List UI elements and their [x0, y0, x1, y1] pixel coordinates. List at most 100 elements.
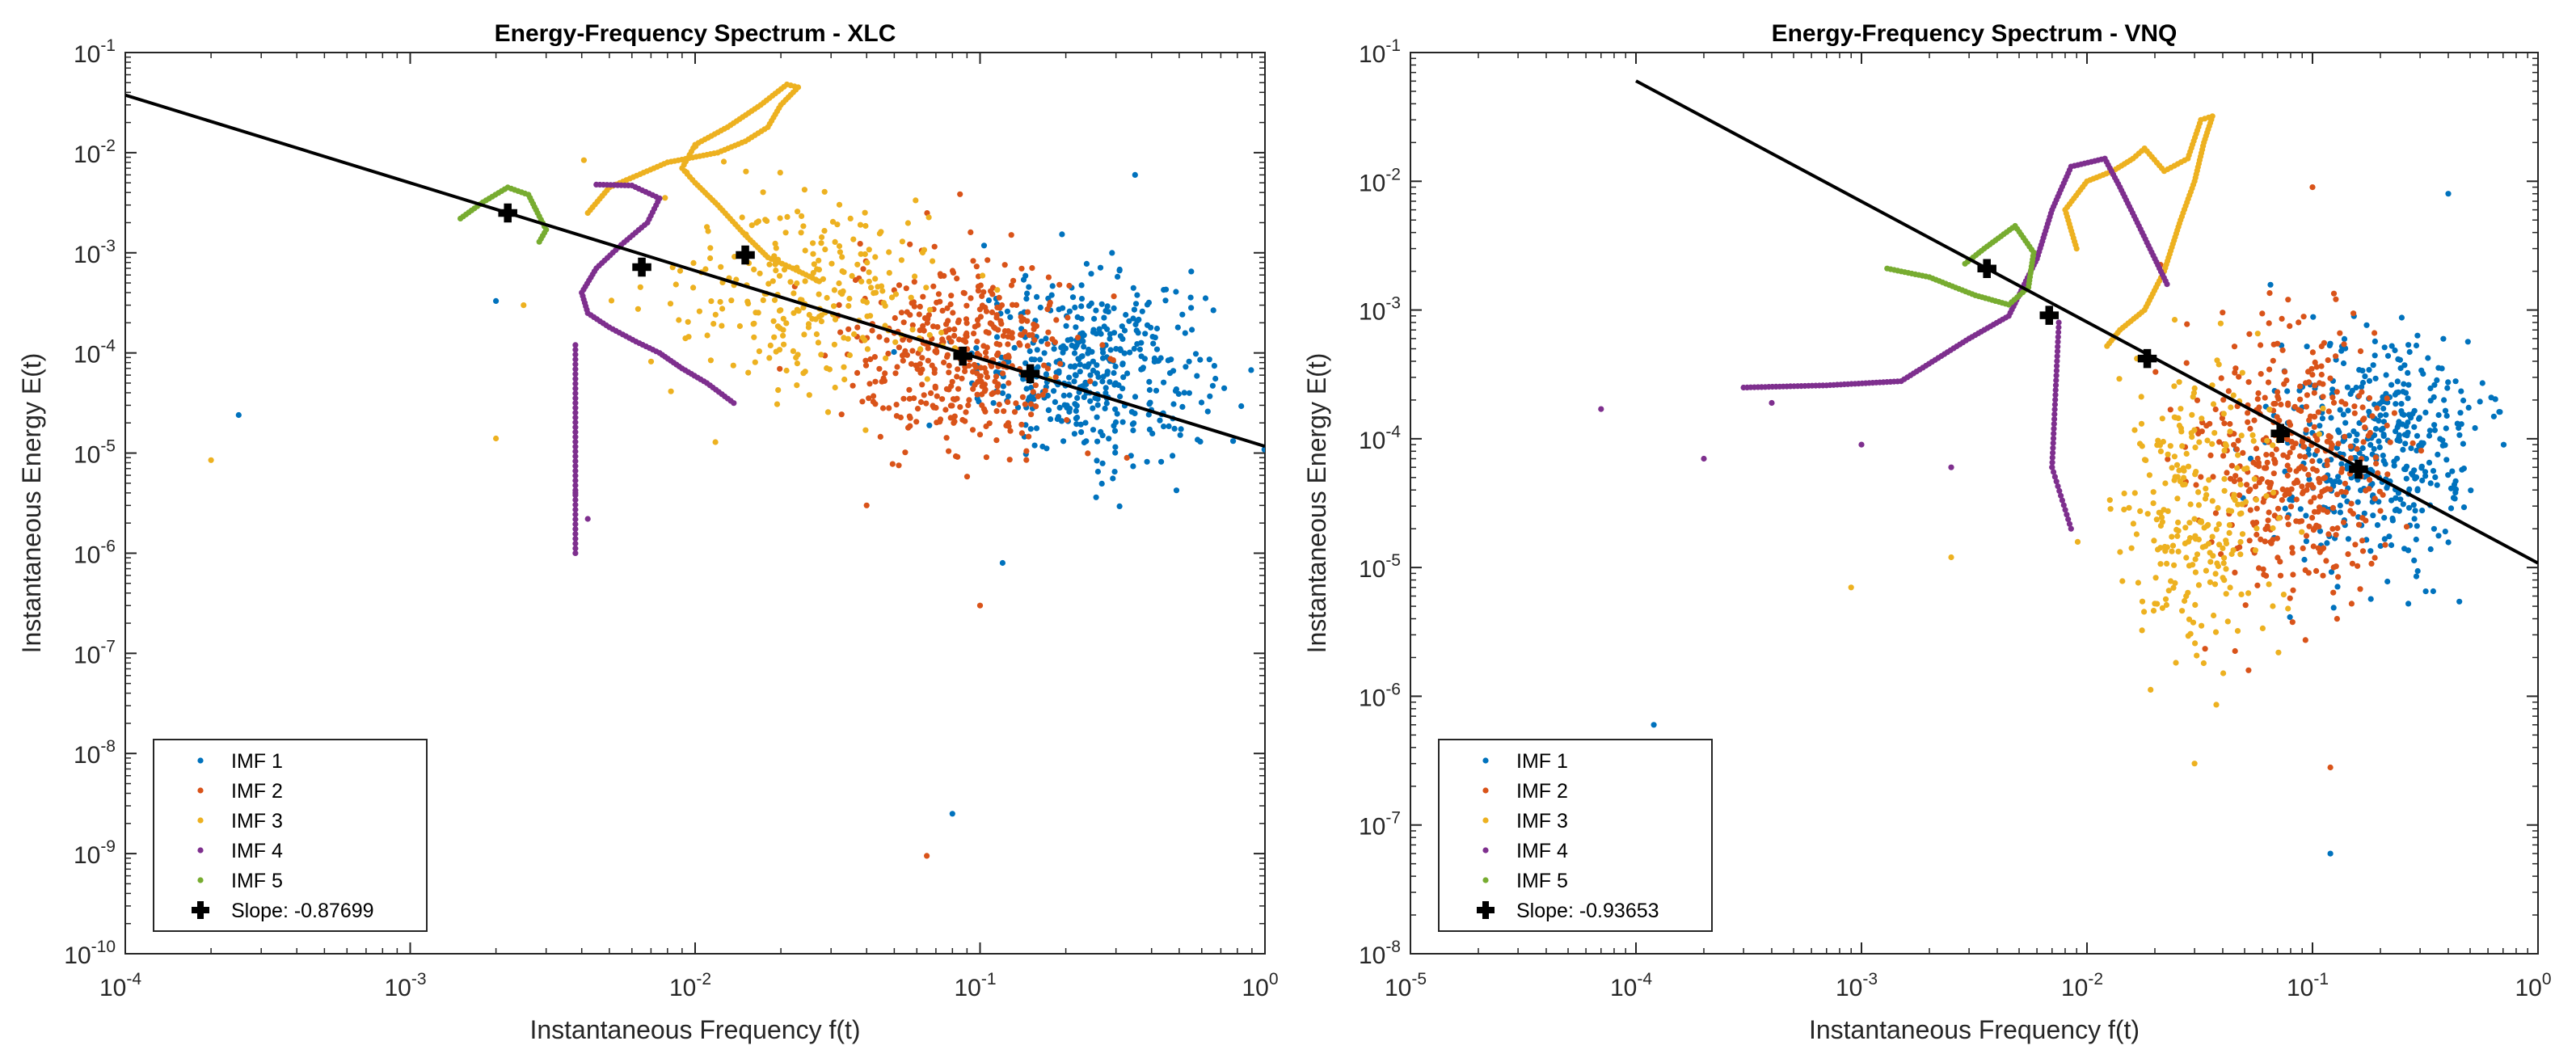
legend-marker — [1482, 757, 1489, 764]
data-point-imf-4 — [572, 458, 579, 465]
x-tick-label: 10-3 — [384, 970, 426, 1001]
data-point-imf-2 — [2330, 290, 2338, 297]
data-point-imf-1 — [1138, 366, 1145, 373]
x-tick-label: 10-1 — [2287, 970, 2329, 1001]
data-point-imf-3 — [2171, 477, 2178, 483]
data-point-imf-1 — [1221, 385, 1228, 391]
data-point-imf-3 — [2137, 508, 2144, 515]
data-point-imf-2 — [951, 396, 958, 403]
data-point-imf-2 — [1035, 393, 1041, 399]
data-point-imf-1 — [2393, 495, 2399, 501]
data-point-imf-4 — [2051, 415, 2058, 423]
data-point-imf-2 — [2300, 490, 2306, 497]
data-point-imf-1 — [1158, 458, 1165, 465]
y-tick-base: 10 — [1359, 814, 1385, 841]
data-point-imf-3 — [2238, 591, 2245, 598]
data-point-imf-3 — [2228, 508, 2235, 514]
data-point-imf-2 — [963, 302, 970, 309]
data-point-imf-3 — [2259, 625, 2266, 632]
data-point-imf-3 — [710, 321, 717, 327]
data-point-imf-2 — [871, 393, 877, 399]
data-point-imf-3 — [923, 285, 930, 291]
data-point-imf-1 — [1031, 442, 1038, 449]
data-point-imf-3 — [755, 310, 761, 316]
data-point-imf-2 — [976, 374, 983, 381]
data-point-imf-1 — [2430, 588, 2436, 595]
data-point-imf-3 — [769, 278, 776, 285]
data-point-imf-1 — [2337, 407, 2343, 413]
data-point-imf-1 — [1069, 342, 1075, 348]
data-point-imf-3 — [773, 268, 779, 274]
data-point-imf-3 — [2148, 686, 2154, 693]
data-point-imf-3 — [719, 306, 726, 312]
data-point-imf-2 — [2232, 473, 2239, 479]
data-point-imf-2 — [2372, 330, 2378, 336]
data-point-imf-2 — [2279, 315, 2285, 322]
data-point-imf-3 — [690, 259, 697, 266]
data-point-imf-2 — [2325, 531, 2332, 537]
data-point-imf-1 — [1083, 260, 1090, 267]
legend-marker — [1482, 877, 1489, 883]
data-point-imf-4 — [572, 347, 579, 353]
data-point-imf-2 — [2329, 504, 2337, 512]
data-point-imf-1 — [2287, 613, 2293, 621]
data-point-imf-2 — [2245, 667, 2252, 673]
data-point-imf-2 — [946, 335, 952, 341]
data-point-imf-2 — [993, 373, 1000, 380]
data-point-imf-2 — [957, 191, 963, 197]
data-point-imf-2 — [2296, 453, 2304, 459]
data-point-imf-2 — [1041, 362, 1048, 369]
data-point-imf-3 — [836, 242, 843, 250]
data-point-imf-4 — [572, 405, 579, 411]
x-tick-exponent: -3 — [411, 970, 427, 988]
data-point-imf-2 — [949, 268, 956, 274]
data-point-imf-1 — [2359, 445, 2366, 452]
data-point-imf-1 — [2413, 536, 2419, 543]
data-point-imf-1 — [2362, 373, 2368, 380]
data-point-imf-1 — [1056, 404, 1063, 411]
data-point-imf-1 — [1113, 346, 1119, 352]
data-point-imf-3 — [2186, 616, 2193, 622]
data-point-imf-2 — [2313, 567, 2320, 575]
data-point-imf-3 — [882, 302, 888, 309]
data-point-imf-2 — [1053, 317, 1060, 323]
data-point-imf-3 — [2212, 571, 2219, 577]
y-tick-exponent: -8 — [100, 737, 116, 756]
data-point-imf-3 — [2190, 394, 2196, 400]
data-point-imf-3 — [883, 355, 889, 361]
data-point-imf-3 — [2237, 511, 2243, 517]
data-point-imf-1 — [2460, 466, 2467, 472]
data-point-imf-2 — [2391, 410, 2397, 416]
data-point-imf-1 — [2380, 432, 2387, 440]
data-point-imf-3 — [2183, 450, 2190, 457]
data-point-imf-2 — [2305, 471, 2312, 478]
data-point-imf-3 — [980, 272, 986, 279]
data-point-imf-3 — [802, 247, 808, 254]
data-point-imf-2 — [2220, 310, 2226, 316]
data-point-imf-2 — [2298, 407, 2304, 415]
data-point-imf-2 — [862, 362, 870, 369]
fit-line — [125, 93, 1265, 449]
data-point-imf-2 — [898, 310, 904, 316]
legend-box — [1438, 739, 1713, 932]
data-point-imf-1 — [1131, 306, 1137, 313]
data-point-imf-1 — [2427, 398, 2434, 404]
data-point-imf-1 — [1136, 346, 1143, 352]
data-point-imf-1 — [1086, 302, 1092, 310]
data-point-imf-2 — [2300, 545, 2306, 552]
data-point-imf-3 — [635, 306, 642, 312]
data-point-imf-1 — [1093, 494, 1099, 500]
data-point-imf-3 — [851, 331, 858, 338]
data-point-imf-2 — [870, 398, 876, 405]
data-point-imf-1 — [2441, 397, 2447, 403]
data-point-imf-3 — [795, 308, 802, 314]
data-point-imf-3 — [736, 322, 744, 330]
data-point-imf-3 — [2074, 538, 2081, 546]
data-point-imf-3 — [2141, 457, 2148, 463]
data-point-imf-2 — [2272, 400, 2279, 407]
data-point-imf-2 — [2409, 440, 2416, 446]
data-point-imf-2 — [2316, 475, 2322, 483]
data-point-imf-1 — [2336, 429, 2342, 436]
data-point-imf-2 — [2193, 482, 2199, 488]
data-point-imf-2 — [2285, 402, 2291, 408]
